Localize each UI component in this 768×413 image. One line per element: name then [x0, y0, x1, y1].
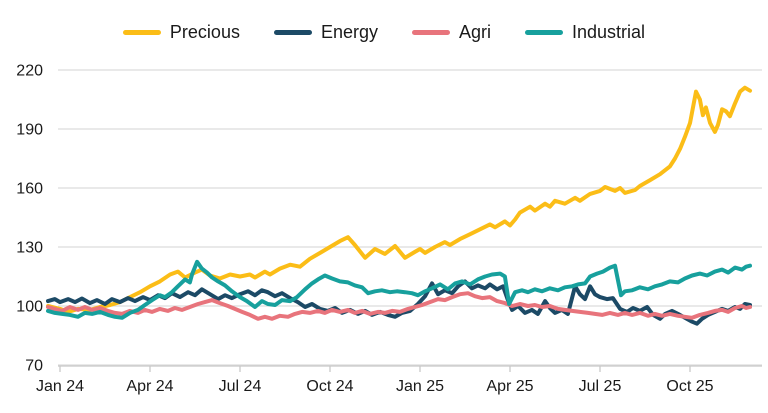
legend-label-precious: Precious [169, 21, 240, 42]
gridlines [58, 69, 762, 366]
x-tick-label: Oct 25 [666, 378, 713, 395]
series-line-industrial [46, 259, 752, 320]
x-tick-label: Jul 25 [579, 378, 622, 395]
legend-label-agri: Agri [459, 21, 492, 42]
chart-legend: Precious Energy Agri Industrial [0, 18, 768, 46]
series-lines [46, 85, 752, 326]
y-tick-label: 130 [16, 240, 43, 257]
y-tick-label: 100 [16, 299, 43, 316]
legend-item-energy: Energy [273, 21, 378, 43]
legend-item-agri: Agri [412, 22, 491, 43]
y-tick-label: 70 [25, 358, 43, 375]
legend-item-industrial: Industrial [525, 22, 645, 43]
series-line-agri [46, 291, 752, 321]
x-axis: Jan 24 Apr 24 Jul 24 Oct 24 Jan 25 Apr 25 Jul … [36, 365, 762, 395]
x-tick-label: Jan 25 [396, 378, 444, 395]
legend-label-energy: Energy [320, 21, 378, 42]
x-tick-label: Jan 24 [36, 378, 84, 395]
x-tick-label: Jul 24 [219, 378, 262, 395]
series-line-energy [46, 279, 752, 326]
agri-line-swatch [412, 29, 450, 35]
y-axis-labels: 70 100 130 160 190 220 [16, 63, 43, 375]
x-tick-label: Apr 25 [486, 378, 533, 395]
x-tick-label: Apr 24 [126, 378, 173, 395]
y-tick-label: 220 [16, 63, 43, 80]
series-line-precious [46, 85, 752, 314]
energy-line-swatch [273, 29, 312, 35]
legend-item-precious: Precious [122, 21, 240, 43]
x-tick-label: Oct 24 [306, 378, 353, 395]
industrial-line-swatch [525, 29, 564, 35]
precious-line-swatch [122, 29, 161, 35]
y-tick-label: 190 [16, 122, 43, 139]
legend-label-industrial: Industrial [572, 21, 646, 42]
y-tick-label: 160 [16, 181, 43, 198]
